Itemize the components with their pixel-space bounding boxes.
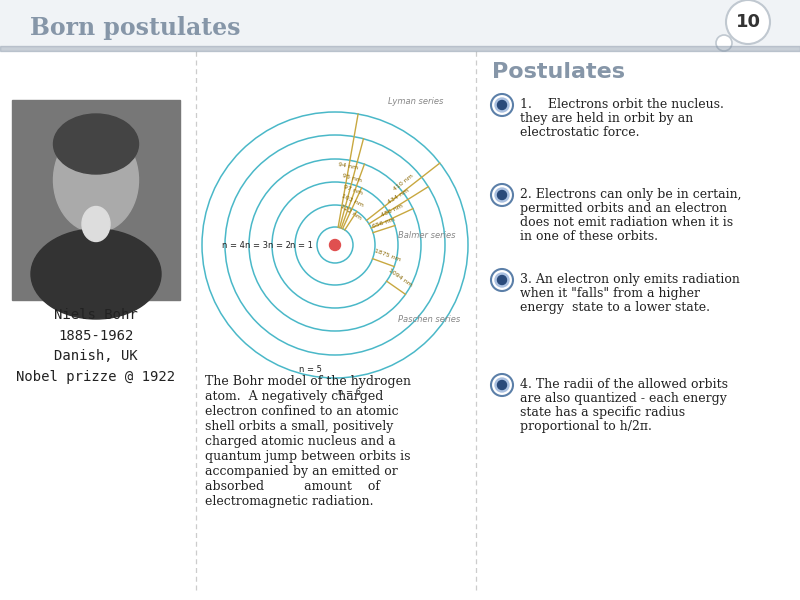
Text: electron confined to an atomic: electron confined to an atomic [205, 405, 398, 418]
Text: they are held in orbit by an: they are held in orbit by an [520, 112, 694, 125]
Text: The Bohr model of the hydrogen: The Bohr model of the hydrogen [205, 375, 411, 388]
Circle shape [498, 191, 506, 199]
Circle shape [726, 0, 770, 44]
Ellipse shape [54, 114, 138, 174]
Text: 2. Electrons can only be in certain,: 2. Electrons can only be in certain, [520, 188, 742, 201]
Text: 94 nm: 94 nm [338, 162, 358, 170]
Text: absorbed          amount    of: absorbed amount of [205, 480, 380, 493]
Bar [12, 100, 180, 300]
Circle shape [491, 374, 513, 396]
Text: in one of these orbits.: in one of these orbits. [520, 230, 658, 243]
Text: 122 nm: 122 nm [339, 203, 362, 221]
Text: Postulates: Postulates [492, 62, 625, 82]
Text: 4. The radii of the allowed orbits: 4. The radii of the allowed orbits [520, 378, 728, 391]
Text: Lyman series: Lyman series [388, 97, 443, 107]
Text: permitted orbits and an electron: permitted orbits and an electron [520, 202, 727, 215]
Circle shape [498, 380, 506, 389]
Text: 3. An electron only emits radiation: 3. An electron only emits radiation [520, 273, 740, 286]
Text: atom.  A negatively charged: atom. A negatively charged [205, 390, 383, 403]
Circle shape [495, 188, 509, 202]
Text: n = 4: n = 4 [222, 241, 245, 250]
Text: electrostatic force.: electrostatic force. [520, 126, 639, 139]
Text: are also quantized - each energy: are also quantized - each energy [520, 392, 727, 405]
Circle shape [495, 98, 509, 112]
Text: n = 5: n = 5 [298, 365, 322, 374]
Circle shape [495, 378, 509, 392]
Ellipse shape [82, 206, 110, 241]
Text: energy  state to a lower state.: energy state to a lower state. [520, 301, 710, 314]
Text: does not emit radiation when it is: does not emit radiation when it is [520, 216, 733, 229]
Text: 656 nm: 656 nm [372, 217, 396, 229]
Text: 486 nm: 486 nm [380, 204, 404, 218]
Text: n = 1: n = 1 [290, 241, 313, 250]
Text: 1875 nm: 1875 nm [374, 248, 402, 263]
Circle shape [491, 184, 513, 206]
Text: when it "falls" from a higher: when it "falls" from a higher [520, 287, 700, 300]
Text: 95 nm: 95 nm [342, 173, 362, 183]
Circle shape [498, 100, 506, 109]
Text: charged atomic nucleus and a: charged atomic nucleus and a [205, 435, 396, 448]
Circle shape [498, 275, 506, 284]
Bar [0, 0, 800, 45]
Text: Niels Bohr
1885-1962
Danish, UK: Niels Bohr 1885-1962 Danish, UK [54, 308, 138, 363]
Circle shape [495, 273, 509, 287]
Circle shape [716, 35, 732, 51]
Text: Nobel prizze @ 1922: Nobel prizze @ 1922 [17, 370, 175, 384]
Text: 1094 nm: 1094 nm [387, 268, 413, 288]
Circle shape [491, 269, 513, 291]
Text: proportional to h/2π.: proportional to h/2π. [520, 420, 652, 433]
Ellipse shape [54, 127, 138, 232]
Text: electromagnetic radiation.: electromagnetic radiation. [205, 495, 374, 508]
Text: n = 3: n = 3 [245, 241, 268, 250]
Text: Balmer series: Balmer series [398, 230, 455, 239]
Text: n = 6: n = 6 [338, 388, 362, 397]
Text: state has a specific radius: state has a specific radius [520, 406, 685, 419]
Bar [0, 46, 800, 51]
Text: 410 nm: 410 nm [392, 173, 414, 192]
Circle shape [491, 94, 513, 116]
Text: 434 nm: 434 nm [387, 188, 410, 205]
Text: 97 nm: 97 nm [342, 185, 363, 196]
Text: 10: 10 [735, 13, 761, 31]
Ellipse shape [31, 229, 161, 319]
Text: Paschen series: Paschen series [398, 316, 460, 325]
Text: 103 nm: 103 nm [340, 194, 364, 208]
Text: 1.    Electrons orbit the nucleus.: 1. Electrons orbit the nucleus. [520, 98, 724, 111]
Text: accompanied by an emitted or: accompanied by an emitted or [205, 465, 398, 478]
Circle shape [330, 239, 341, 251]
Text: n = 2: n = 2 [268, 241, 291, 250]
Text: Born postulates: Born postulates [30, 16, 241, 40]
Text: shell orbits a small, positively: shell orbits a small, positively [205, 420, 394, 433]
Text: quantum jump between orbits is: quantum jump between orbits is [205, 450, 410, 463]
